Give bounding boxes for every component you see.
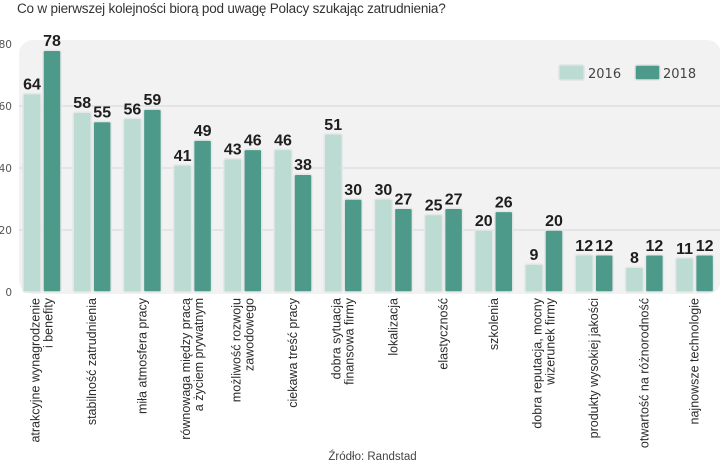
value-label: 56: [124, 101, 142, 118]
bars: [22, 49, 715, 293]
value-label: 8: [630, 250, 639, 267]
value-label: 9: [530, 247, 539, 264]
value-label: 64: [23, 77, 41, 94]
bar-2016: [624, 266, 645, 293]
value-label: 12: [575, 238, 593, 255]
bar-2018: [443, 207, 464, 293]
bar-2018: [343, 198, 363, 293]
value-label: 58: [73, 95, 91, 112]
value-label: 27: [445, 191, 463, 208]
value-label: 51: [324, 117, 342, 134]
y-tick-label: 20: [0, 225, 12, 237]
y-tick-label: 0: [5, 287, 12, 299]
value-label: 55: [93, 105, 111, 122]
x-axis-label: a życiem prywatnym: [192, 298, 206, 411]
value-label: 38: [294, 157, 312, 174]
x-axis-label: najnowsze technologie: [688, 298, 702, 425]
x-axis-label: ciekawa treść pracy: [286, 297, 300, 408]
bar-2016: [423, 213, 444, 293]
legend-swatch-2018: [634, 64, 661, 81]
bar-2016: [172, 164, 193, 293]
source-note: Źródło: Randstad: [328, 451, 417, 463]
bar-2018: [293, 173, 313, 293]
bar-2016: [273, 148, 293, 293]
x-axis-label: miła atmosfera pracy: [135, 297, 149, 414]
value-label: 30: [344, 182, 362, 199]
value-label: 20: [475, 213, 493, 230]
bar-2016: [122, 117, 143, 293]
bar-2018: [42, 49, 62, 293]
legend-label-2018: 2018: [663, 67, 696, 82]
y-tick-label: 60: [0, 101, 12, 113]
value-label: 27: [395, 191, 413, 208]
y-tick-label: 80: [0, 39, 12, 51]
bar-2016: [323, 133, 343, 293]
bar-2016: [22, 92, 42, 293]
x-axis-label: otwartość na różnorodność: [637, 298, 651, 448]
value-label: 43: [224, 142, 242, 159]
bar-2016: [223, 157, 243, 293]
value-label: 20: [545, 213, 563, 230]
value-label: 59: [144, 92, 162, 109]
x-axis-label: równowaga między pracą: [179, 298, 193, 440]
legend-label-2016: 2016: [588, 67, 621, 82]
y-tick-label: 40: [0, 163, 12, 175]
value-label: 25: [425, 198, 443, 215]
bar-2016: [72, 111, 92, 293]
x-axis-label: szkolenia: [487, 298, 501, 350]
value-label: 30: [375, 182, 393, 199]
bar-2016: [524, 263, 544, 293]
value-label: 46: [274, 132, 292, 149]
value-label: 12: [595, 238, 613, 255]
bar-2018: [544, 229, 564, 293]
x-axis-label: i benefity: [42, 297, 56, 348]
value-label: 46: [244, 132, 262, 149]
bar-2018: [494, 210, 514, 293]
legend: 2016 2018: [558, 64, 696, 82]
bar-2016: [574, 254, 594, 293]
value-label: 78: [43, 33, 61, 50]
x-axis-label: lokalizacja: [386, 298, 400, 356]
x-axis-label: wizerunek firmy: [544, 297, 558, 386]
bar-2016: [474, 229, 494, 293]
value-label: 12: [696, 238, 714, 255]
value-label: 11: [676, 241, 693, 258]
x-axis-labels: atrakcyjne wynagrodzenie i benefity stabil…: [29, 297, 702, 448]
value-label: 26: [495, 194, 513, 211]
x-axis-label: zawodowego: [242, 298, 256, 371]
bar-2018: [393, 207, 414, 293]
value-label: 49: [194, 123, 212, 140]
bar-2018: [142, 108, 163, 293]
legend-swatch-2016: [558, 64, 585, 81]
bar-2018: [92, 120, 112, 293]
x-axis-label: elastyczność: [437, 298, 451, 370]
x-axis-label: atrakcyjne wynagrodzenie: [29, 298, 43, 443]
bar-2018: [694, 254, 715, 293]
x-axis-label: produkty wysokiej jakości: [587, 298, 601, 438]
bar-2018: [192, 139, 213, 293]
x-axis-label: finansowa firmy: [343, 297, 357, 385]
value-label: 41: [174, 148, 192, 165]
bar-2016: [674, 257, 695, 293]
x-axis-label: dobra reputacja, mocny: [531, 297, 545, 428]
y-axis: 0 20 40 60 80: [0, 39, 12, 299]
bar-2018: [644, 254, 665, 293]
x-axis-label: stabilność zatrudnienia: [85, 298, 99, 425]
x-axis-label: możliwość rozwoju: [229, 298, 243, 402]
chart-title: Co w pierwszej kolejności biorą pod uwag…: [17, 1, 446, 16]
bar-2018: [243, 148, 263, 293]
bar-2018: [594, 254, 614, 293]
bar-2016: [373, 198, 394, 293]
value-label: 12: [646, 238, 664, 255]
x-axis-label: dobra sytuacja: [330, 298, 344, 379]
